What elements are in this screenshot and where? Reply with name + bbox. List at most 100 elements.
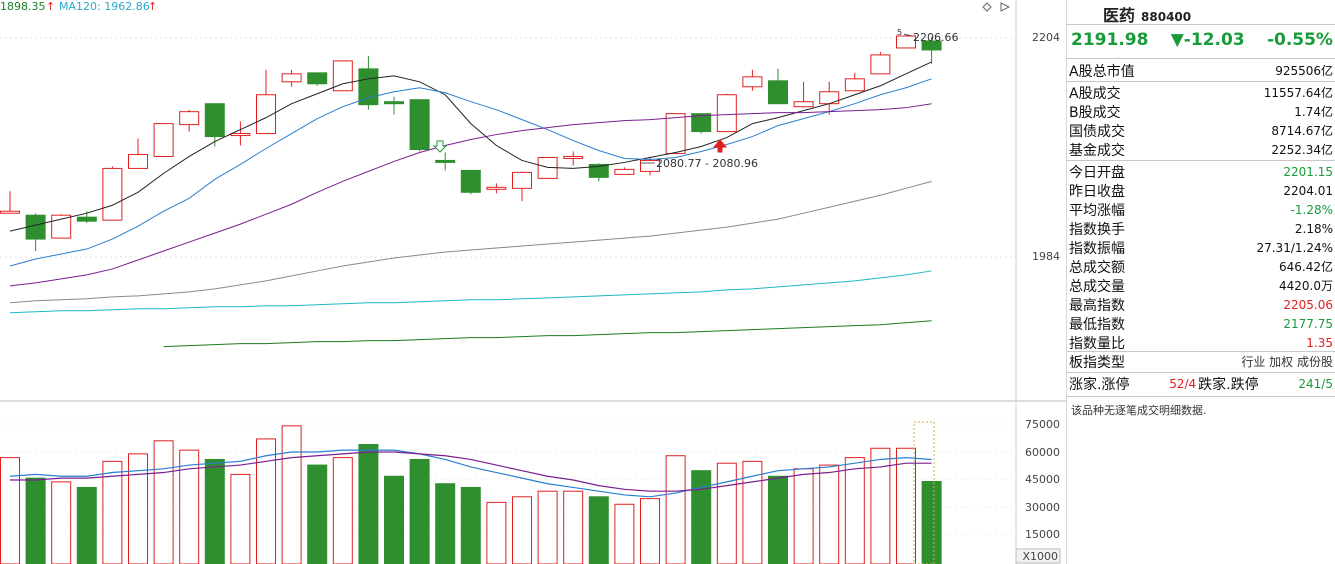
down-signal-arrow-icon <box>432 140 448 153</box>
candle <box>256 69 276 135</box>
candle <box>896 35 916 49</box>
candle-body <box>230 133 251 137</box>
volume-bar <box>563 490 584 564</box>
price-tick-low: 1984 <box>1032 250 1060 263</box>
legend-ma-b: MA120: 1962.86 <box>59 0 150 13</box>
stat-label: 昨日收盘 <box>1069 183 1125 200</box>
vol-tick: 45000 <box>1025 473 1060 486</box>
volume-bar <box>665 455 686 564</box>
candle-body <box>640 159 660 172</box>
market-cap-row: A股总市值 925506亿 <box>1069 61 1333 80</box>
divider <box>1067 58 1335 59</box>
candle <box>844 72 865 92</box>
volume-bar <box>76 486 97 564</box>
ma-gray-line <box>9 180 932 304</box>
candle-body <box>281 73 302 83</box>
stock-code: 880400 <box>1141 10 1192 24</box>
stat-label: 指数振幅 <box>1069 240 1125 257</box>
candle-body <box>870 54 891 75</box>
candle <box>409 99 430 152</box>
volume-bar <box>486 501 507 564</box>
candle <box>281 69 302 87</box>
candle-body <box>486 186 507 190</box>
candle-body <box>716 94 737 133</box>
volume-bar <box>409 458 430 564</box>
volume-bar <box>307 464 328 564</box>
index-type-label: 板指类型 <box>1069 354 1125 371</box>
turnover-value: 1.74亿 <box>1294 105 1333 119</box>
high-marker: 5 <box>897 28 902 37</box>
no-tick-data-note: 该品种无逐笔成交明细数据. <box>1071 404 1207 417</box>
candle-body <box>76 216 97 222</box>
candle <box>358 55 379 110</box>
candle-body <box>460 169 481 193</box>
index-type-row: 板指类型 行业 加权 成份股 <box>1069 352 1333 371</box>
candle-body <box>563 155 584 159</box>
vol-tick: 75000 <box>1025 418 1060 431</box>
stat-value: 4420.0万 <box>1279 279 1333 293</box>
volume-bar <box>460 486 481 564</box>
ma-cyan-line <box>9 270 932 314</box>
vol-unit-box <box>1015 548 1061 564</box>
volume-bar <box>819 464 840 564</box>
stat-label: 总成交量 <box>1069 278 1125 295</box>
vol-tick: 60000 <box>1025 446 1060 459</box>
current-volume-highlight <box>913 421 935 564</box>
decline-value: 241/5 <box>1298 376 1333 391</box>
ma-black-line <box>9 61 932 232</box>
stat-value: 2204.01 <box>1283 183 1333 198</box>
divider <box>1067 372 1335 373</box>
stat-value: 2.18% <box>1294 221 1333 236</box>
candle-body <box>358 68 379 106</box>
candle-body <box>819 91 840 105</box>
stat-value: 27.31/1.24% <box>1256 240 1333 255</box>
candle <box>512 171 532 202</box>
turnover-value: 8714.67亿 <box>1271 124 1333 138</box>
legend-arrow-a: ↑ <box>46 0 55 13</box>
stat-row: 总成交额 646.42亿 <box>1069 257 1333 276</box>
ma-green-line <box>163 320 932 348</box>
candle <box>665 113 686 154</box>
candle <box>76 211 97 224</box>
candle <box>153 123 174 157</box>
volume-bar <box>102 460 123 564</box>
candle <box>179 109 200 132</box>
candle <box>716 93 737 133</box>
stat-row: 指数振幅 27.31/1.24% <box>1069 238 1333 257</box>
stat-value: 2177.75 <box>1283 316 1333 331</box>
turnover-label: 国债成交 <box>1069 123 1125 140</box>
stat-row: 最低指数 2177.75 <box>1069 314 1333 333</box>
volume-bar <box>179 449 200 564</box>
volume-bar <box>614 503 635 564</box>
volume-bar <box>0 457 20 564</box>
vol-ma-blue-line <box>9 449 932 498</box>
stat-row: 指数换手 2.18% <box>1069 219 1333 238</box>
candle-body <box>588 163 609 178</box>
volume-bar <box>640 498 660 564</box>
candle-body <box>435 159 456 163</box>
volume-bar <box>332 457 353 564</box>
market-cap-value: 925506亿 <box>1275 64 1333 78</box>
diamond-icon[interactable] <box>982 2 992 12</box>
candle <box>588 163 609 182</box>
candle <box>51 214 72 239</box>
volume-bar <box>128 453 148 564</box>
stock-name: 医药 <box>1103 6 1136 25</box>
stat-label: 最低指数 <box>1069 316 1125 333</box>
candle <box>691 113 712 134</box>
candle <box>128 138 148 169</box>
expand-panel-icon[interactable] <box>1000 2 1011 12</box>
candle-body <box>384 101 404 105</box>
candle-body <box>691 113 712 133</box>
candle <box>435 152 456 171</box>
turnover-row: 基金成交 2252.34亿 <box>1069 140 1333 159</box>
vol-tick: 30000 <box>1025 501 1060 514</box>
vol-tick: 15000 <box>1025 528 1060 541</box>
kline-chart[interactable]: 2204 1984 75000 60000 45000 30000 15000 … <box>0 0 1066 564</box>
candle <box>307 72 328 86</box>
candle-body <box>51 214 72 239</box>
candle <box>384 96 404 115</box>
turnover-label: B股成交 <box>1069 104 1121 121</box>
candle-body <box>204 103 225 138</box>
candle-body <box>844 78 865 92</box>
